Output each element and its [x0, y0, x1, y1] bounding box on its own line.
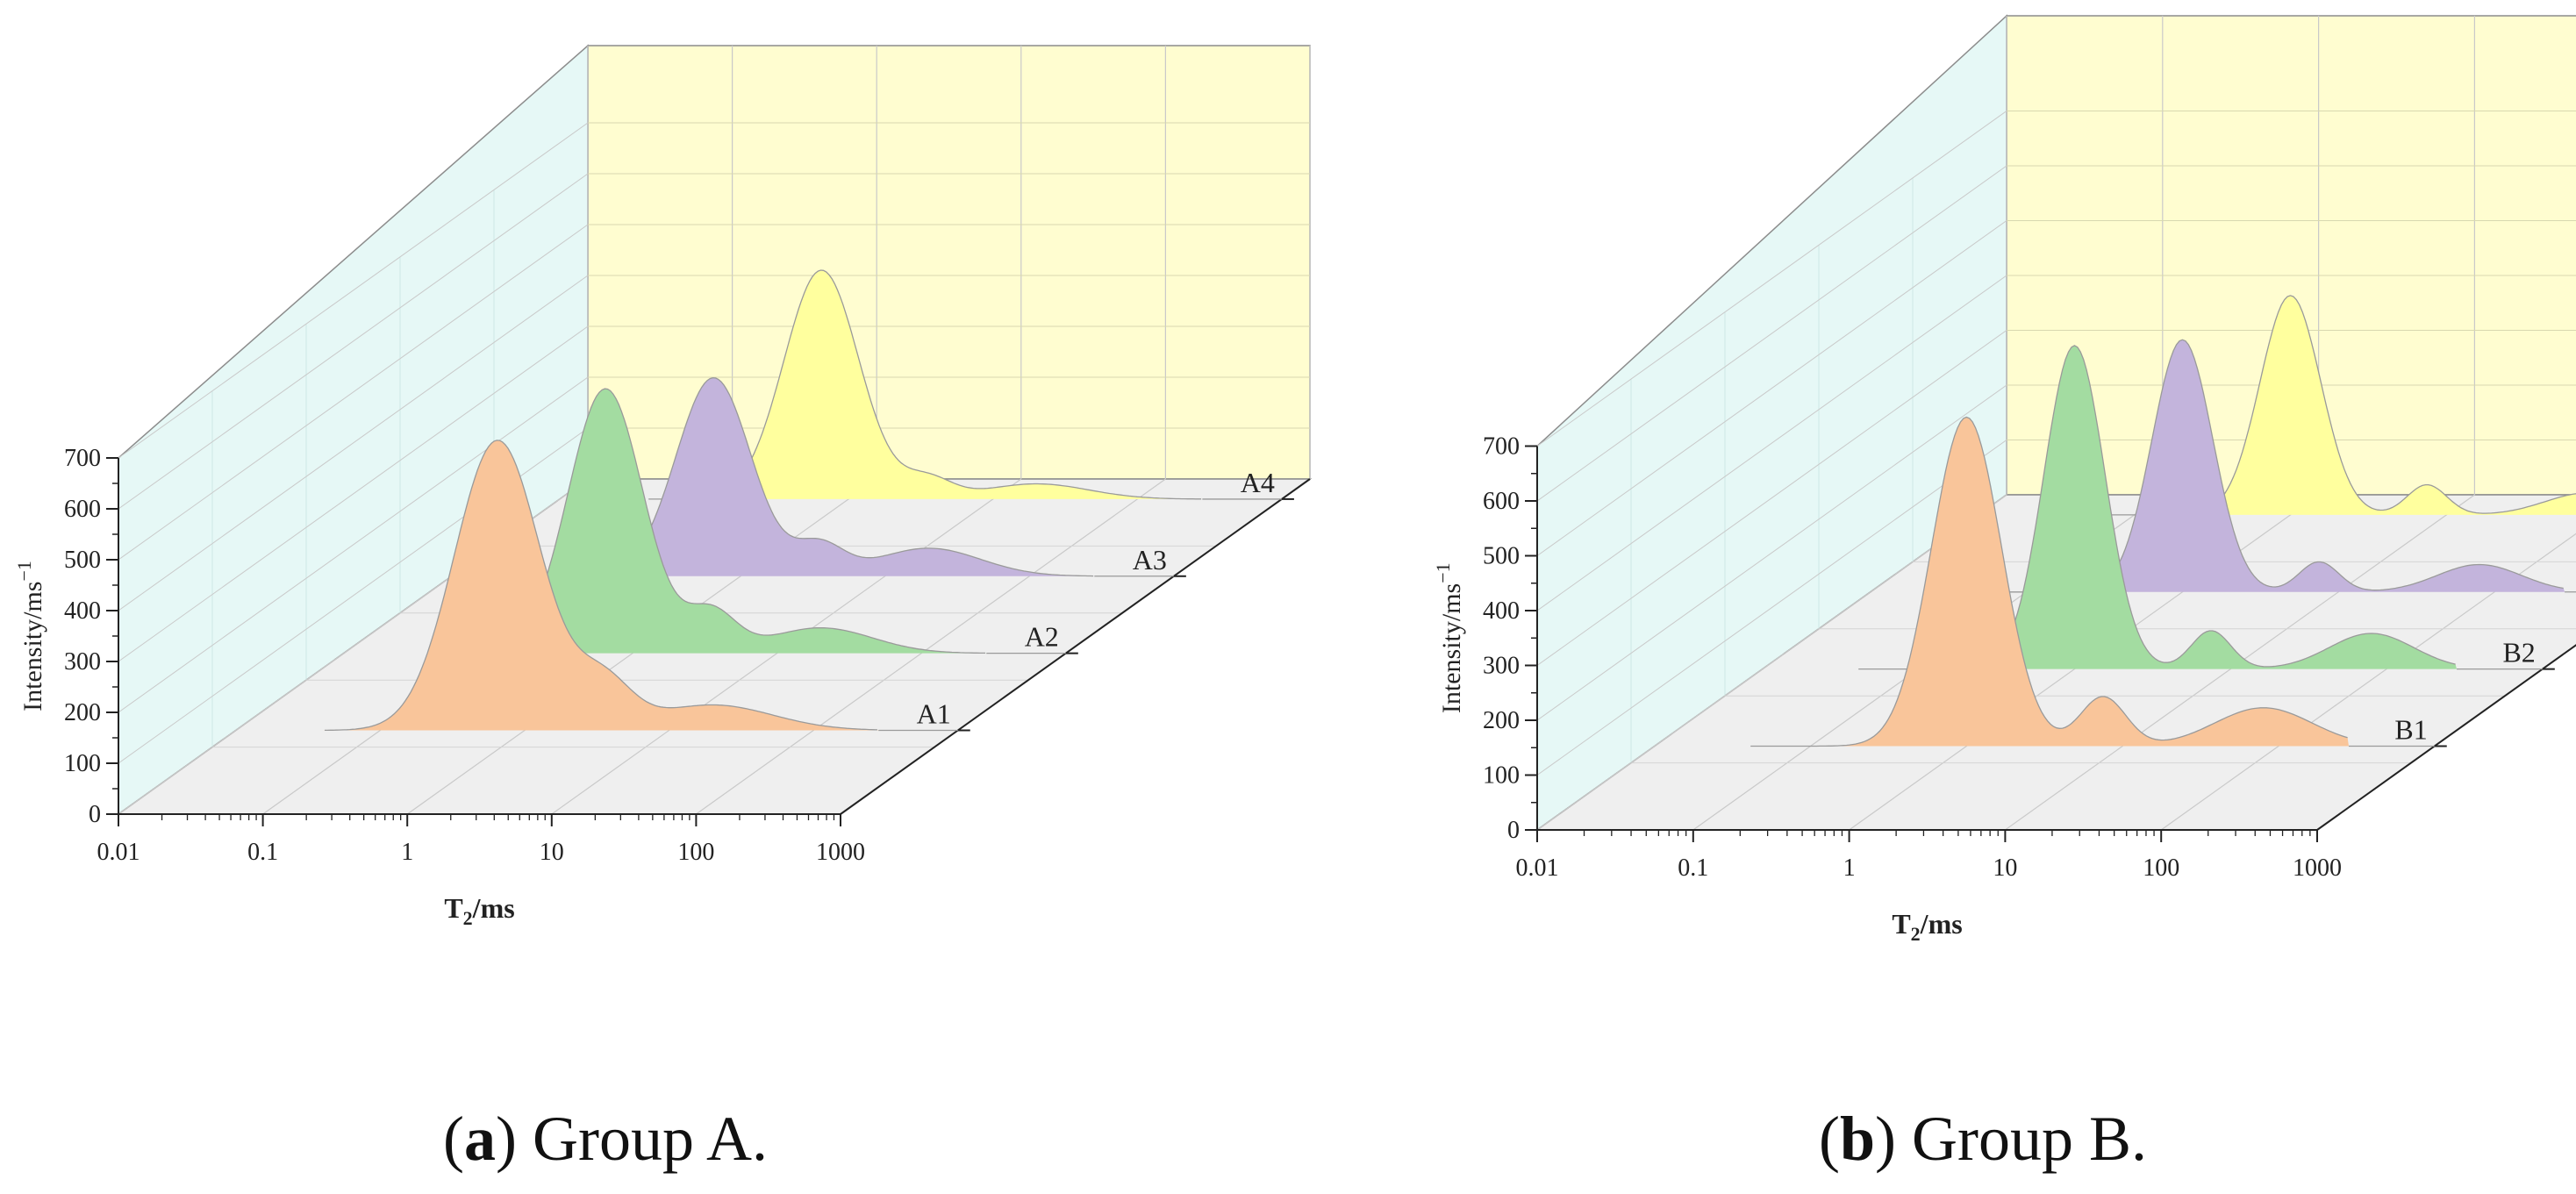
x-axis: 0.01 0.1 1 10 100 1000 — [1516, 644, 2576, 882]
x-axis-label: T2/ms — [1892, 908, 1962, 945]
y-tick-label: 0 — [89, 801, 101, 828]
sidewall-gridline — [118, 122, 589, 459]
series-label-A3: A3 — [1133, 544, 1167, 576]
y-tick-label: 100 — [64, 750, 101, 777]
y-tick-label: 500 — [1483, 543, 1520, 570]
y-axis-label: Intensity/ms−1 — [13, 561, 47, 711]
y-tick-label: 0 — [1507, 817, 1520, 844]
x-tick-label: 10 — [540, 839, 564, 866]
panel-group-b: 0 100 200 300 400 500 600 700 0.01 0.1 1 10 100 1000 T… — [1432, 14, 2576, 945]
y-axis: 0 100 200 300 400 500 600 700 — [1483, 433, 1538, 844]
x-tick-label: 1 — [1843, 854, 1856, 882]
y-tick-label: 300 — [64, 648, 101, 676]
depth-axis-line — [2316, 644, 2576, 831]
x-tick-label: 0.01 — [97, 839, 140, 866]
series-area-A2 — [430, 389, 987, 654]
y-tick-label: 600 — [1483, 488, 1520, 515]
x-tick-label: 10 — [1993, 854, 2017, 882]
series-line-A1 — [325, 440, 878, 732]
series-area-A3 — [538, 377, 1095, 576]
x-tick-label: 100 — [2143, 854, 2179, 882]
sidewall-gridline — [118, 325, 589, 662]
x-tick-label: 0.01 — [1516, 854, 1559, 882]
caption-b: (b) Group B. — [1819, 1104, 2147, 1174]
series-label-B2: B2 — [2502, 637, 2535, 668]
x-tick-label: 1 — [401, 839, 413, 866]
x-tick-label: 100 — [677, 839, 714, 866]
panel-group-a: 0 100 200 300 400 500 600 700 0.01 0.1 1 10 100 1000 T… — [13, 44, 1313, 929]
y-tick-label: 600 — [64, 496, 101, 523]
y-tick-label: 500 — [64, 547, 101, 574]
series: B4B3B2B1 — [1748, 295, 2576, 747]
sidewall-gridline — [1536, 111, 2007, 447]
y-tick-label: 400 — [1483, 597, 1520, 625]
caption-a: (a) Group A. — [443, 1104, 768, 1174]
series-area-A1 — [322, 440, 879, 731]
x-tick-label: 1000 — [816, 839, 865, 866]
sidewall-gridline — [1536, 330, 2007, 666]
x-tick-label: 1000 — [2293, 854, 2342, 882]
x-axis-label: T2/ms — [444, 892, 514, 929]
y-tick-label: 400 — [64, 597, 101, 625]
y-tick-label: 700 — [64, 445, 101, 472]
y-axis-label: Intensity/ms−1 — [1432, 562, 1466, 713]
sidewall-gridline — [1536, 275, 2007, 611]
series-label-B1: B1 — [2394, 714, 2427, 746]
x-tick-label: 0.1 — [247, 839, 278, 866]
series: A4 A3 A2 A1 — [322, 269, 1282, 732]
sidewall-gridline — [118, 376, 589, 713]
series-label-A2: A2 — [1025, 621, 1059, 653]
depth-axis-line — [840, 478, 1311, 815]
y-tick-label: 200 — [64, 699, 101, 726]
y-tick-label: 100 — [1483, 762, 1520, 790]
y-tick-label: 300 — [1483, 653, 1520, 680]
sidewall-gridline — [1536, 165, 2007, 502]
y-tick-label: 200 — [1483, 707, 1520, 734]
x-tick-label: 0.1 — [1678, 854, 1708, 882]
sidewall-gridline — [118, 275, 589, 611]
series-area-A4 — [646, 270, 1203, 499]
x-axis: 0.01 0.1 1 10 100 1000 — [97, 478, 1311, 866]
sidewall-gridline — [1536, 440, 2007, 776]
sidewall-gridline — [1536, 494, 2007, 831]
sidewall-gridline — [1536, 220, 2007, 556]
series-label-A4: A4 — [1241, 467, 1275, 498]
y-axis: 0 100 200 300 400 500 600 700 — [64, 445, 119, 828]
floor-gridline — [696, 478, 1166, 815]
sidewall-gridline — [1536, 384, 2007, 721]
series-area-B4 — [2072, 295, 2576, 515]
y-tick-label: 700 — [1483, 433, 1520, 461]
sidewall-gridline — [118, 173, 589, 510]
series-line-B1 — [1750, 416, 2348, 747]
sidewall-gridline — [118, 224, 589, 561]
series-label-A1: A1 — [917, 698, 951, 730]
